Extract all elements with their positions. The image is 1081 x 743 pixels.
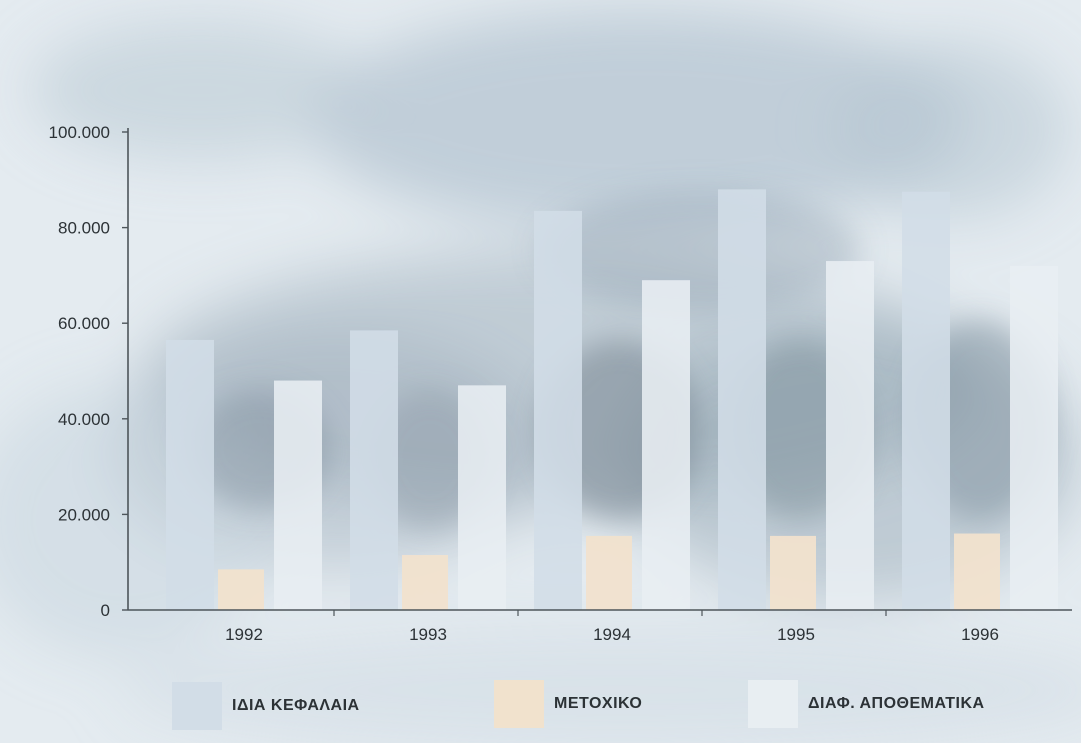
bar-own_funds-1992 — [166, 339, 214, 610]
y-tick-label: 0 — [101, 601, 110, 620]
y-tick-label: 80.000 — [58, 219, 110, 238]
bar-share_capital-1994 — [586, 535, 632, 610]
bar-own_funds-1994 — [534, 210, 582, 610]
x-tick-label: 1992 — [225, 625, 263, 644]
bar-reserves-1993 — [458, 385, 506, 610]
x-tick-label: 1994 — [593, 625, 631, 644]
bar-share_capital-1992 — [218, 569, 264, 610]
legend-swatch-share-capital — [494, 680, 544, 728]
legend-item-share-capital: ΜΕΤΟΧΙΚΟ — [494, 680, 642, 728]
legend-label-own-funds: ΙΔΙΑ ΚΕΦΑΛΑΙΑ — [232, 697, 360, 714]
bars-layer — [166, 189, 1058, 611]
y-tick-label: 40.000 — [58, 410, 110, 429]
legend-item-reserves: ΔΙΑΦ. ΑΠΟΘΕΜΑΤΙΚΑ — [748, 680, 985, 728]
bar-reserves-1992 — [274, 380, 322, 610]
legend-swatch-reserves — [748, 680, 798, 728]
legend-swatch-own-funds — [172, 682, 222, 730]
legend-item-own-funds: ΙΔΙΑ ΚΕΦΑΛΑΙΑ — [172, 682, 360, 730]
bar-own_funds-1996 — [902, 191, 950, 610]
bar-share_capital-1995 — [770, 535, 816, 610]
x-tick-label: 1995 — [777, 625, 815, 644]
legend-label-reserves: ΔΙΑΦ. ΑΠΟΘΕΜΑΤΙΚΑ — [808, 695, 985, 712]
bar-reserves-1996 — [1010, 265, 1058, 610]
x-tick-label: 1996 — [961, 625, 999, 644]
y-tick-label: 60.000 — [58, 314, 110, 333]
y-tick-label: 20.000 — [58, 505, 110, 524]
bar-reserves-1995 — [826, 261, 874, 610]
bar-share_capital-1993 — [402, 555, 448, 610]
x-tick-label: 1993 — [409, 625, 447, 644]
bar-own_funds-1993 — [350, 330, 398, 610]
y-tick-label: 100.000 — [49, 123, 110, 142]
legend-label-share-capital: ΜΕΤΟΧΙΚΟ — [554, 695, 643, 712]
bar-share_capital-1996 — [954, 533, 1000, 610]
axes-layer — [122, 128, 1072, 616]
bar-reserves-1994 — [642, 280, 690, 610]
labels-layer: 0 20.000 40.000 60.000 80.000 100.000 1992 1993… — [49, 123, 999, 644]
bar-own_funds-1995 — [718, 189, 766, 611]
